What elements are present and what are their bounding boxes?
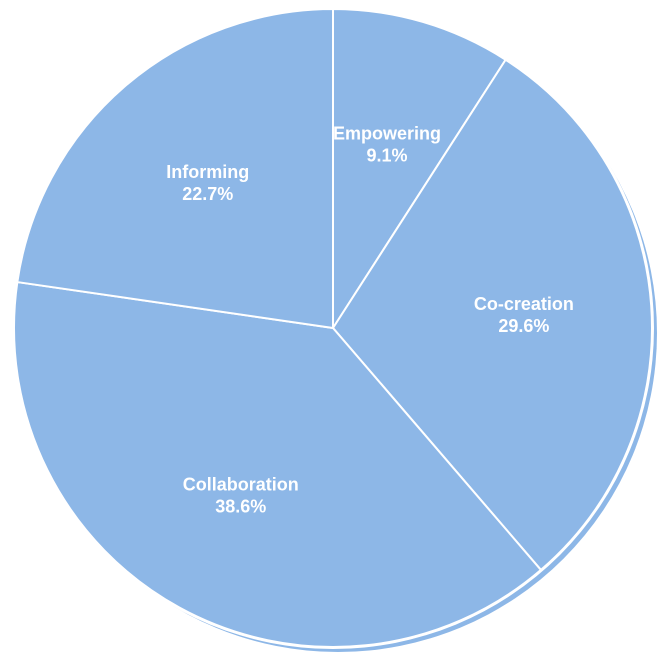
pie-slice-informing <box>16 8 334 329</box>
slice-label-informing: Informing <box>166 162 249 182</box>
slice-value-collaboration: 38.6% <box>215 497 266 517</box>
slice-value-co-creation: 29.6% <box>498 316 549 336</box>
slice-value-informing: 22.7% <box>182 184 233 204</box>
pie-slices <box>13 8 653 648</box>
slice-label-collaboration: Collaboration <box>183 475 299 495</box>
pie-slice-co-creation <box>332 58 653 571</box>
slice-label-empowering: Empowering <box>333 123 441 143</box>
pie-slice-empowering <box>332 8 507 329</box>
slice-label-co-creation: Co-creation <box>474 294 574 314</box>
slice-value-empowering: 9.1% <box>366 145 407 165</box>
pie-slice-collaboration <box>13 281 542 648</box>
